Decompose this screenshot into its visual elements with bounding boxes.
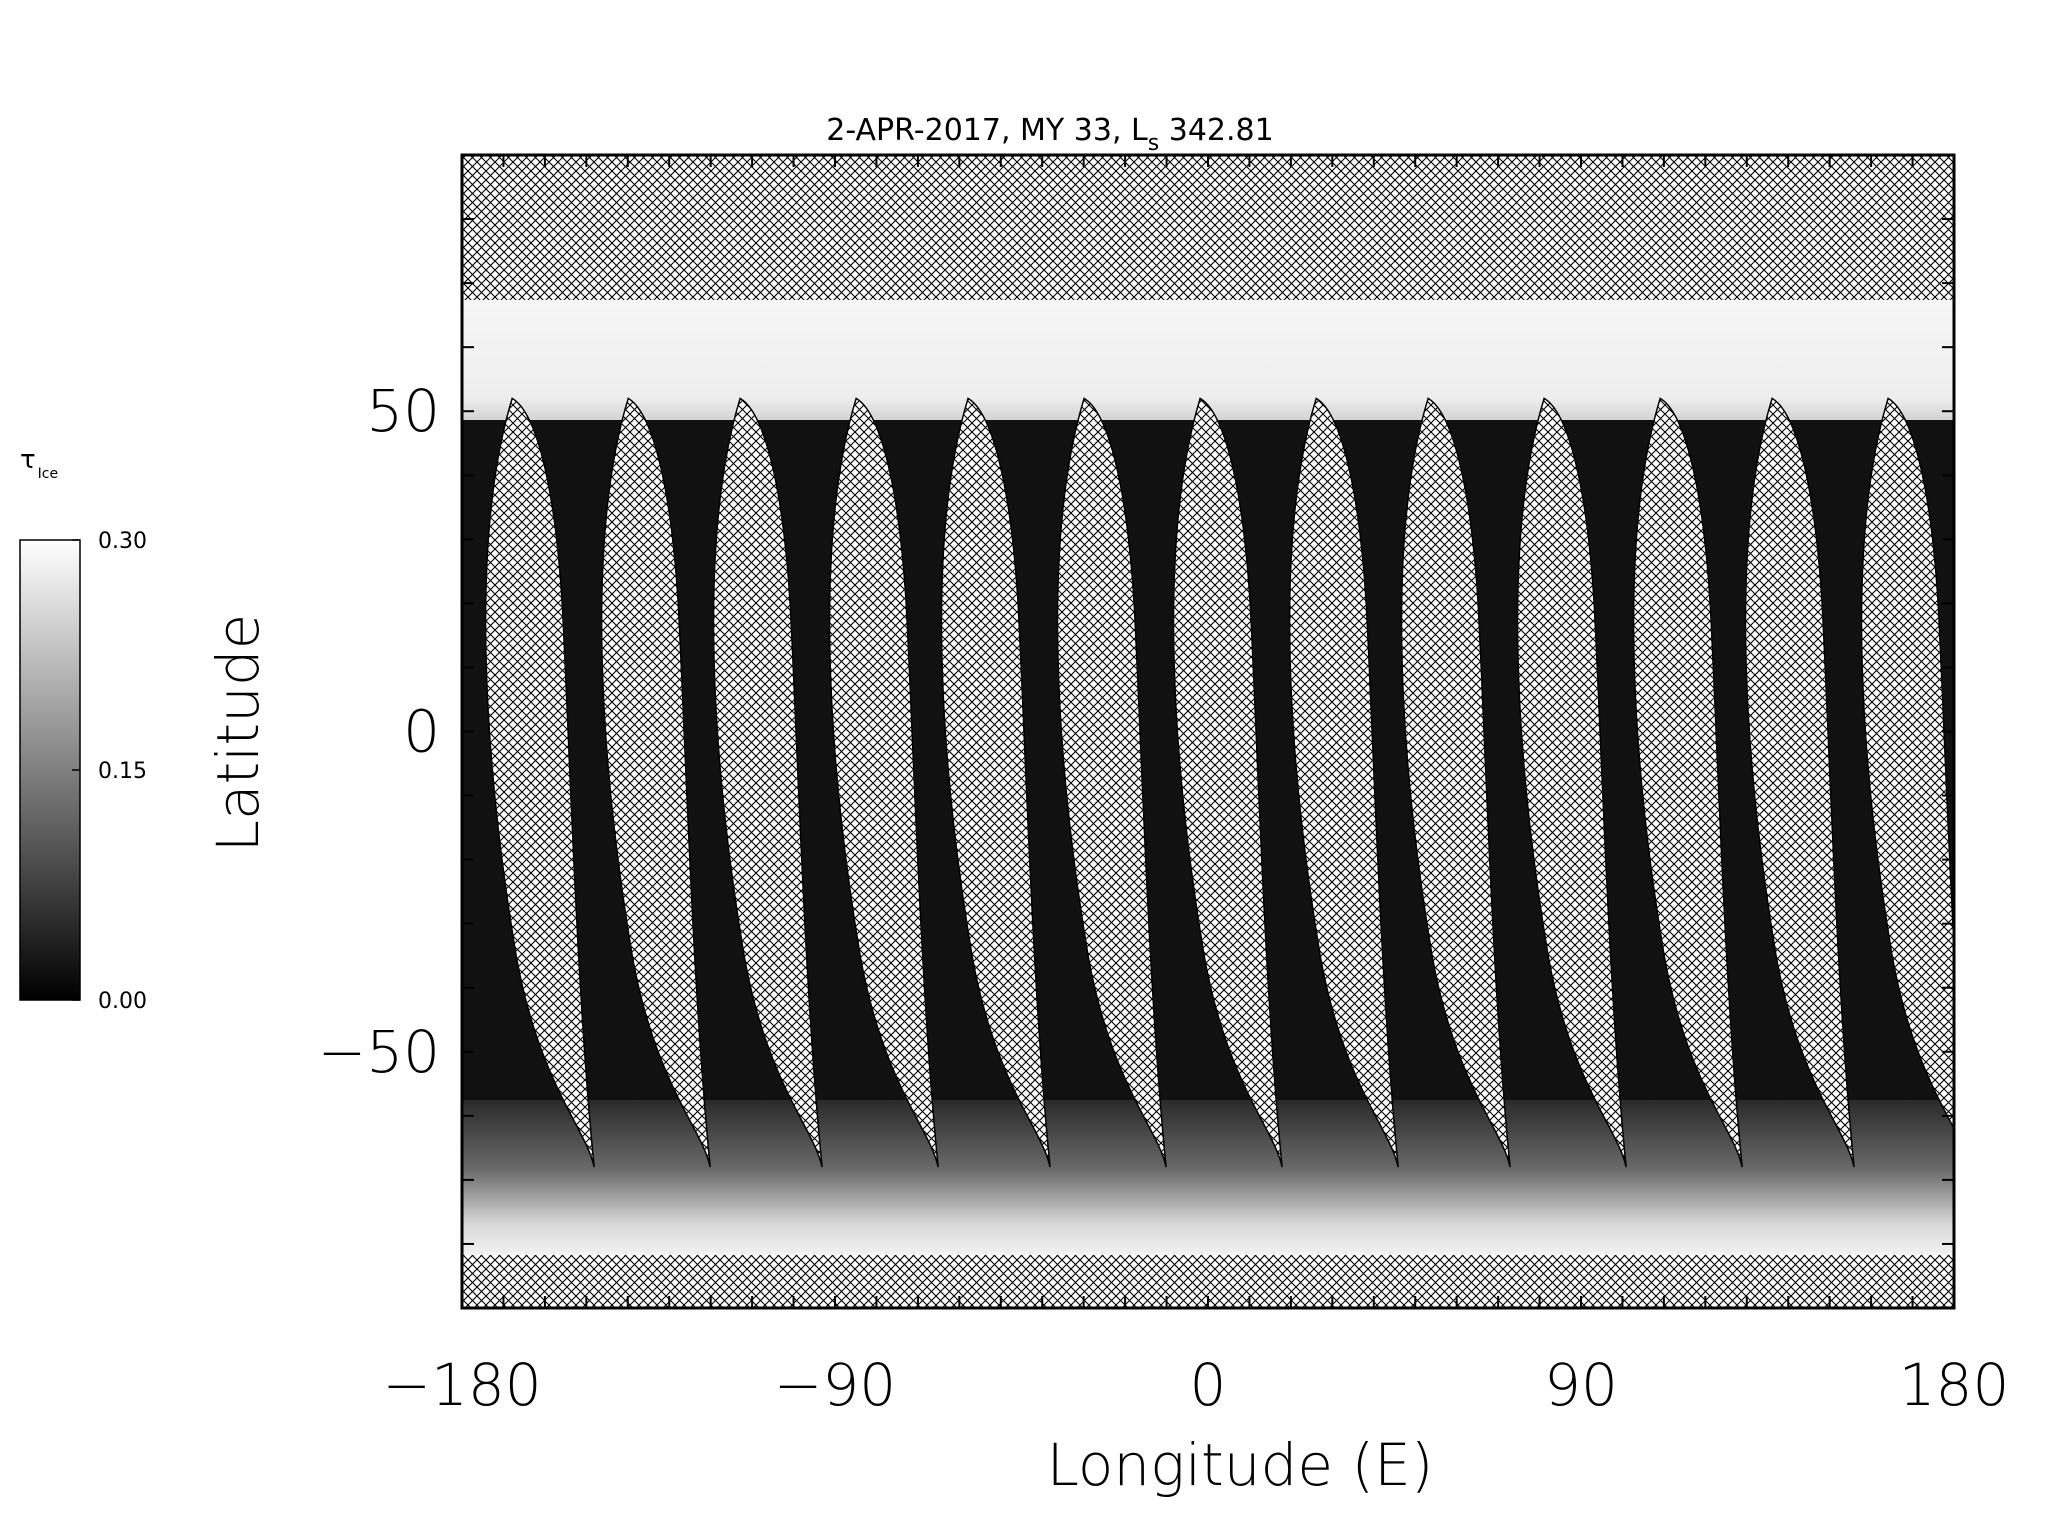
colorbar: τ Ice 0.00 0.15 0.30 [19,445,147,1014]
colorbar-tick-label: 0.00 [98,989,147,1014]
colorbar-tick-label: 0.30 [98,529,147,554]
orbit-gap [1860,397,1954,1131]
orbit-gap [828,397,939,1168]
orbit-gap [1744,397,1855,1168]
x-tick-labels: −180 −90 0 90 180 [382,1351,2009,1419]
orbit-gap [1288,397,1399,1168]
y-tick-label: 0 [403,698,440,766]
orbit-gap [600,397,711,1168]
x-tick-label: 0 [1190,1351,1227,1419]
orbit-gap [1172,397,1283,1168]
colorbar-gradient [19,539,81,1001]
y-axis-label: Latitude [204,614,272,853]
x-tick-label: 180 [1899,1351,2010,1419]
x-tick-label: 90 [1544,1351,1618,1419]
x-tick-label: −180 [382,1351,541,1419]
orbit-gap [484,397,595,1168]
orbit-gap [1400,397,1511,1168]
plot-area [462,155,1954,1308]
colorbar-label: τ Ice [20,445,58,482]
y-minor-ticks [462,218,1954,1245]
orbit-gap [1632,397,1743,1168]
orbit-gaps [484,397,1954,1168]
orbit-gap [712,397,823,1168]
colorbar-ticks: 0.00 0.15 0.30 [72,529,147,1014]
south-ice-band [462,1100,1954,1255]
orbit-gap [940,397,1051,1168]
orbit-gap [1516,397,1627,1168]
x-tick-label: −90 [774,1351,896,1419]
x-minor-ticks [502,155,1914,1308]
x-axis-label: Longitude (E) [1047,1431,1434,1499]
y-tick-labels: −50 0 50 [318,377,440,1086]
chart-title: 2-APR-2017, MY 33, Ls 342.81 [826,113,1273,156]
orbit-gap [1056,397,1167,1168]
y-tick-label: 50 [366,377,440,445]
colorbar-tick-label: 0.15 [98,759,147,784]
y-tick-label: −50 [318,1018,440,1086]
